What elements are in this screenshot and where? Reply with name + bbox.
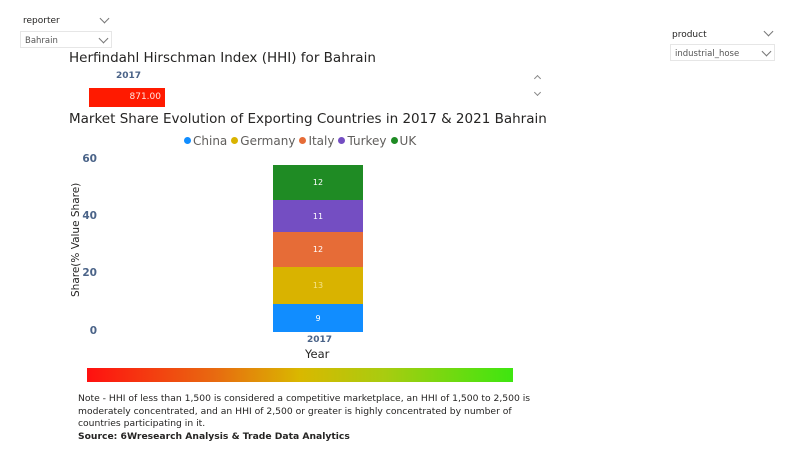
product-dropdown[interactable]: industrial_hose	[670, 44, 775, 61]
legend-dot-icon	[338, 137, 346, 144]
legend-item-italy[interactable]: Italy	[299, 134, 334, 148]
bar-segment-uk[interactable]: 12	[273, 165, 363, 200]
y-tick-0: 0	[89, 325, 97, 337]
hhi-value-cell: 871.00	[89, 88, 165, 107]
y-tick-60: 60	[82, 153, 97, 165]
x-tick-2017: 2017	[307, 335, 333, 345]
chevron-down-icon	[761, 46, 772, 57]
legend-item-uk[interactable]: UK	[390, 134, 416, 148]
reporter-value: Bahrain	[25, 36, 58, 46]
stacked-bar-2017[interactable]: 12 11 12 13 9	[273, 165, 363, 332]
source-text: Source: 6Wresearch Analysis & Trade Data…	[78, 430, 350, 442]
legend-dot-icon	[299, 137, 307, 144]
market-share-title: Market Share Evolution of Exporting Coun…	[69, 111, 547, 127]
product-value: industrial_hose	[675, 49, 740, 59]
hhi-year-header: 2017	[116, 71, 142, 81]
bar-segment-china[interactable]: 9	[273, 304, 363, 332]
legend-dot-icon	[184, 137, 191, 144]
y-axis-label: Share(% Value Share)	[70, 182, 82, 297]
product-slicer-label: product	[672, 30, 707, 40]
reporter-dropdown[interactable]: Bahrain	[20, 31, 112, 48]
hhi-color-scale	[87, 368, 513, 382]
scroll-up-icon[interactable]	[533, 74, 542, 83]
bar-segment-germany[interactable]: 13	[273, 267, 363, 304]
hhi-scrollbar[interactable]	[533, 70, 542, 102]
legend-item-china[interactable]: China	[184, 134, 227, 148]
legend-dot-icon	[231, 137, 239, 144]
legend-item-turkey[interactable]: Turkey	[338, 134, 387, 148]
bar-segment-turkey[interactable]: 11	[273, 200, 363, 232]
legend-dot-icon	[390, 137, 398, 144]
chevron-down-icon	[98, 33, 109, 44]
y-tick-40: 40	[82, 210, 97, 222]
scroll-down-icon[interactable]	[533, 88, 542, 97]
legend-item-germany[interactable]: Germany	[231, 134, 295, 148]
y-tick-20: 20	[82, 267, 97, 279]
reporter-slicer-label: reporter	[23, 16, 60, 26]
chevron-down-icon[interactable]	[763, 26, 774, 37]
chart-legend: China Germany Italy Turkey UK	[184, 134, 420, 148]
note-text: Note - HHI of less than 1,500 is conside…	[78, 393, 531, 430]
note-block: Note - HHI of less than 1,500 is conside…	[78, 393, 548, 443]
x-axis-label: Year	[305, 347, 330, 361]
bar-segment-italy[interactable]: 12	[273, 232, 363, 267]
hhi-title: Herfindahl Hirschman Index (HHI) for Bah…	[69, 50, 376, 66]
chevron-down-icon[interactable]	[99, 13, 110, 24]
